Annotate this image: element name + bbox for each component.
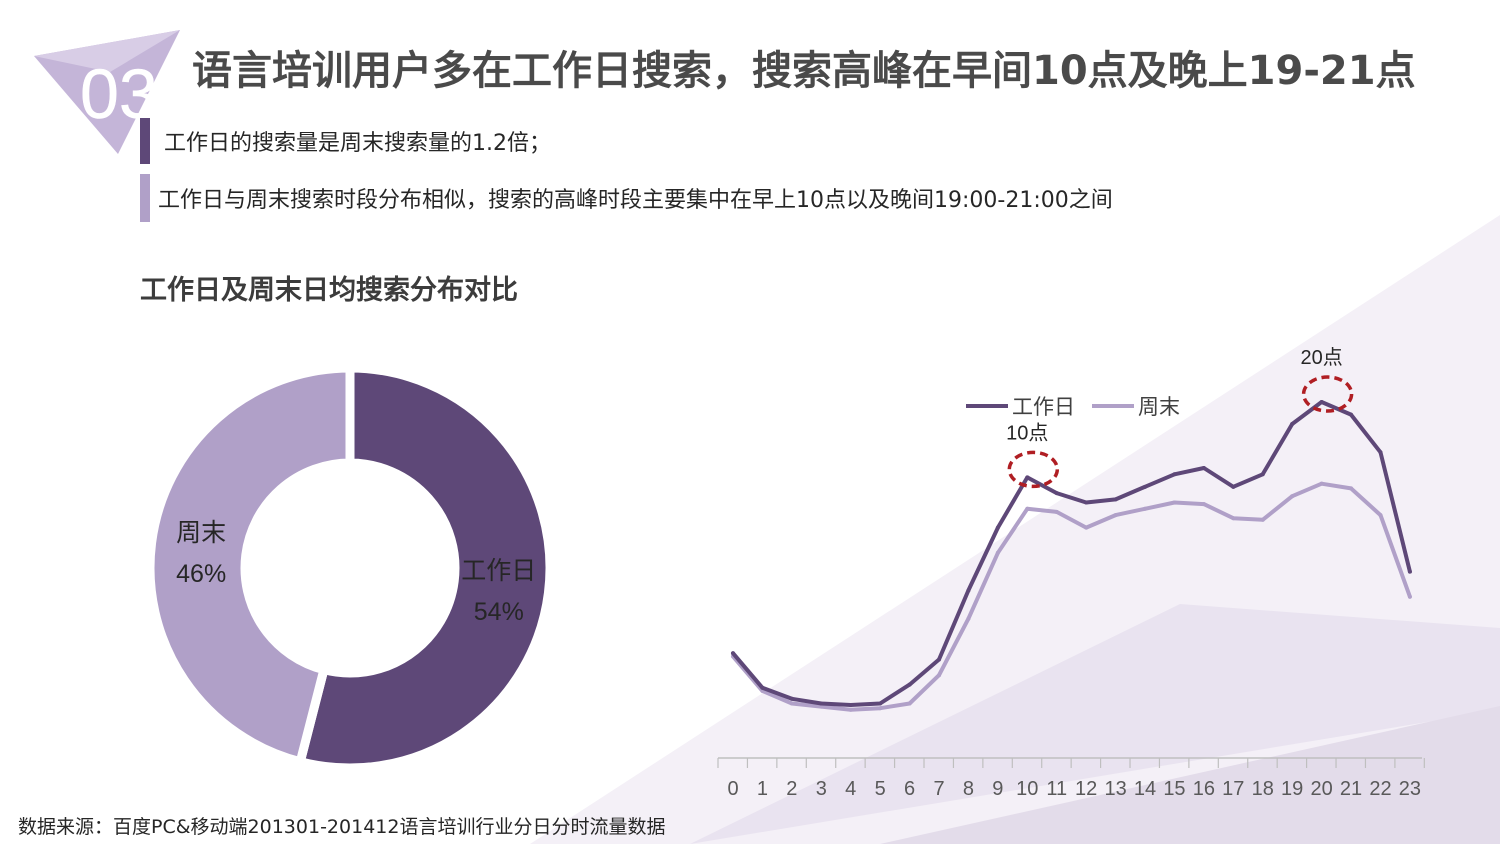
data-point xyxy=(731,651,735,656)
data-point xyxy=(1260,517,1265,522)
data-point xyxy=(1378,450,1383,455)
data-point xyxy=(1260,472,1265,477)
data-point xyxy=(937,673,942,678)
data-point xyxy=(1172,500,1177,505)
data-point xyxy=(1084,500,1089,505)
data-point xyxy=(1319,400,1324,405)
bullet-point-1: 工作日的搜索量是周末搜索量的1.2倍； xyxy=(140,118,551,164)
x-tick-label: 16 xyxy=(1193,778,1215,800)
bullet-marker xyxy=(140,174,150,222)
legend-label: 周末 xyxy=(1138,396,1180,419)
x-tick-label: 4 xyxy=(845,778,856,800)
data-point xyxy=(1349,412,1354,417)
x-tick-label: 11 xyxy=(1046,778,1067,800)
background-dark-band xyxy=(880,706,1500,844)
page-title: 语言培训用户多在工作日搜索，搜索高峰在早间10点及晚上19-21点 xyxy=(192,48,1416,94)
x-tick-label: 9 xyxy=(992,778,1003,800)
x-tick-label: 3 xyxy=(816,778,827,800)
peak-annotation-label: 10点 xyxy=(1006,421,1048,444)
data-point xyxy=(1231,516,1236,521)
data-point xyxy=(1025,475,1030,480)
data-point xyxy=(966,588,971,593)
donut-slice xyxy=(145,363,355,768)
donut-chart: 工作日 54% 周末 46% xyxy=(145,363,555,773)
data-point xyxy=(995,525,1000,530)
bullet-text: 工作日的搜索量是周末搜索量的1.2倍； xyxy=(164,131,551,156)
data-point xyxy=(1290,494,1295,499)
line-chart: 0 1 2 3 4 5 6 7 8 9 10 11 12 13 14 15 16 17 18 19 20 21 22 23工作… xyxy=(717,346,1425,800)
data-point xyxy=(819,704,824,709)
peak-annotation-label: 20点 xyxy=(1300,346,1342,369)
data-point xyxy=(1054,509,1059,514)
slice-percent-label: 46% xyxy=(176,560,226,588)
peak-highlight-ellipse xyxy=(1007,450,1060,489)
x-tick-label: 22 xyxy=(1369,778,1391,800)
data-point xyxy=(907,701,912,706)
data-point xyxy=(1231,484,1236,489)
bullet-point-2: 工作日与周末搜索时段分布相似，搜索的高峰时段主要集中在早上10点以及晚间19:0… xyxy=(140,174,1113,222)
x-tick-label: 2 xyxy=(786,778,797,800)
slice-percent-label: 54% xyxy=(474,598,524,626)
data-point xyxy=(819,701,824,706)
x-tick-label: 8 xyxy=(963,778,974,800)
x-tick-label: 14 xyxy=(1134,778,1156,800)
x-tick-label: 23 xyxy=(1399,778,1421,800)
data-point xyxy=(1113,497,1118,502)
data-point xyxy=(1143,506,1148,511)
x-tick-label: 0 xyxy=(727,778,738,800)
data-point xyxy=(1054,491,1059,496)
data-point xyxy=(1025,506,1030,511)
data-point xyxy=(966,616,971,621)
data-point xyxy=(878,701,883,706)
data-source-note: 数据来源：百度PC&移动端201301-201412语言培训行业分日分时流量数据 xyxy=(18,816,666,838)
legend-label: 工作日 xyxy=(1012,396,1075,419)
badge-facet xyxy=(34,30,180,72)
data-point xyxy=(1349,486,1354,491)
data-point xyxy=(995,550,1000,555)
x-tick-label: 18 xyxy=(1252,778,1274,800)
data-point xyxy=(1084,525,1089,530)
data-point xyxy=(1113,513,1118,518)
x-tick-label: 12 xyxy=(1075,778,1097,800)
slice-name-label: 周末 xyxy=(176,519,226,547)
data-point xyxy=(1407,569,1412,574)
series-line xyxy=(731,400,1412,707)
data-point xyxy=(789,696,794,701)
x-tick-label: 10 xyxy=(1016,778,1038,800)
data-point xyxy=(878,706,883,711)
data-point xyxy=(1319,481,1324,486)
x-tick-label: 15 xyxy=(1163,778,1185,800)
data-point xyxy=(937,657,942,662)
x-tick-label: 13 xyxy=(1104,778,1126,800)
data-point xyxy=(1378,513,1383,518)
chart-subtitle: 工作日及周末日均搜索分布对比 xyxy=(140,275,518,306)
slice-name-label: 工作日 xyxy=(461,557,536,585)
x-tick-label: 7 xyxy=(933,778,944,800)
data-point xyxy=(1172,472,1177,477)
x-tick-label: 1 xyxy=(757,778,768,800)
donut-slice xyxy=(294,363,555,773)
x-tick-label: 6 xyxy=(904,778,915,800)
data-point xyxy=(1201,502,1206,507)
data-point xyxy=(907,682,912,687)
data-point xyxy=(789,701,794,706)
x-tick-label: 20 xyxy=(1310,778,1332,800)
x-tick-label: 19 xyxy=(1281,778,1303,800)
data-point xyxy=(1143,484,1148,489)
series-line xyxy=(731,481,1412,712)
x-tick-label: 17 xyxy=(1222,778,1244,800)
data-point xyxy=(848,703,853,708)
data-point xyxy=(760,685,765,690)
data-point xyxy=(1290,422,1295,427)
data-point xyxy=(1201,465,1206,470)
x-tick-label: 21 xyxy=(1340,778,1362,800)
x-tick-label: 5 xyxy=(875,778,886,800)
bullet-text: 工作日与周末搜索时段分布相似，搜索的高峰时段主要集中在早上10点以及晚间19:0… xyxy=(158,188,1113,213)
bullet-marker xyxy=(140,118,150,164)
background-mid-band xyxy=(690,604,1500,844)
data-point xyxy=(1407,594,1412,599)
peak-highlight-ellipse xyxy=(1301,375,1354,413)
data-point xyxy=(848,707,853,712)
